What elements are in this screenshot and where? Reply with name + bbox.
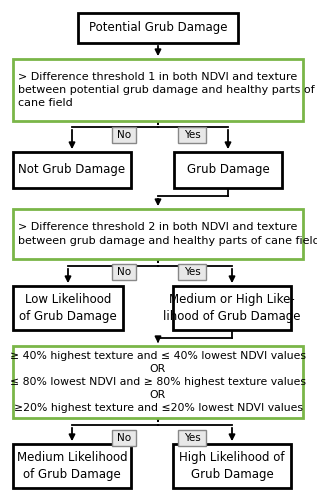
- Bar: [13, 59, 303, 121]
- Text: > Difference threshold 1 in both NDVI and texture
between potential grub damage : > Difference threshold 1 in both NDVI an…: [18, 72, 315, 108]
- Text: Not Grub Damage: Not Grub Damage: [18, 164, 126, 176]
- Text: Low Likelihood
of Grub Damage: Low Likelihood of Grub Damage: [19, 293, 117, 323]
- Text: No: No: [117, 130, 131, 140]
- Bar: [13, 286, 123, 330]
- Bar: [13, 209, 303, 259]
- Bar: [13, 152, 131, 188]
- Bar: [174, 152, 282, 188]
- Text: Grub Damage: Grub Damage: [187, 164, 269, 176]
- Text: > Difference threshold 2 in both NDVI and texture
between grub damage and health: > Difference threshold 2 in both NDVI an…: [18, 222, 317, 246]
- Bar: [13, 346, 303, 418]
- Text: Medium or High Like-
lihood of Grub Damage: Medium or High Like- lihood of Grub Dama…: [163, 293, 301, 323]
- Bar: [78, 13, 238, 43]
- Text: No: No: [117, 433, 131, 443]
- Text: Yes: Yes: [184, 130, 200, 140]
- Bar: [173, 286, 291, 330]
- Text: Yes: Yes: [184, 433, 200, 443]
- Bar: [178, 430, 206, 446]
- Text: High Likelihood of
Grub Damage: High Likelihood of Grub Damage: [179, 451, 285, 481]
- Bar: [178, 127, 206, 143]
- Text: Yes: Yes: [184, 267, 200, 277]
- Text: Medium Likelihood
of Grub Damage: Medium Likelihood of Grub Damage: [17, 451, 127, 481]
- Bar: [112, 127, 136, 143]
- Text: No: No: [117, 267, 131, 277]
- Bar: [112, 430, 136, 446]
- Bar: [13, 444, 131, 488]
- Text: Potential Grub Damage: Potential Grub Damage: [89, 22, 227, 35]
- Bar: [173, 444, 291, 488]
- Text: ≥ 40% highest texture and ≤ 40% lowest NDVI values
OR
≤ 80% lowest NDVI and ≥ 80: ≥ 40% highest texture and ≤ 40% lowest N…: [10, 350, 306, 414]
- Bar: [178, 264, 206, 280]
- Bar: [112, 264, 136, 280]
